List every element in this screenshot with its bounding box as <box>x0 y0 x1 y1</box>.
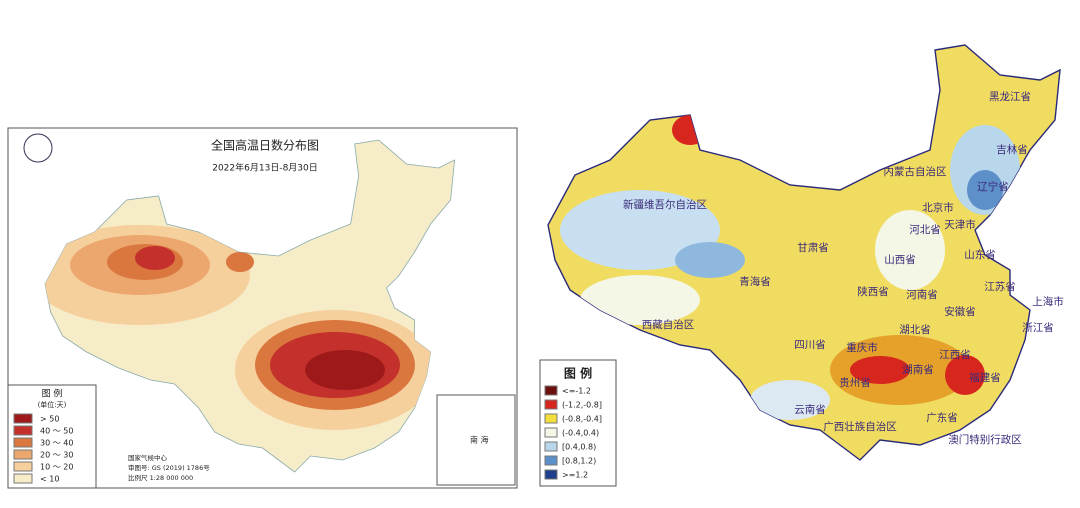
legend-label: <=-1.2 <box>562 387 591 396</box>
left-map: 全国高温日数分布图 2022年6月13日-8月30日 图 例 (单位:天) > … <box>7 127 518 489</box>
legend-label: 30 ～ 40 <box>40 439 73 448</box>
province-label: 上海市 <box>1032 295 1064 308</box>
legend-items: <=-1.2 (-1.2,-0.8] (-0.8,-0.4] (-0.4,0.4) [0… <box>544 385 602 480</box>
legend-title: 图 例 <box>42 388 63 400</box>
province-label: 新疆维吾尔自治区 <box>623 198 707 211</box>
legend-label: [0.8,1.2) <box>562 457 596 466</box>
credit: 审图号: GS (2019) 1786号 <box>128 463 210 472</box>
legend-swatch <box>544 441 558 452</box>
left-subtitle: 2022年6月13日-8月30日 <box>212 162 318 174</box>
legend-label: 20 ～ 30 <box>40 451 73 460</box>
credit: 国家气候中心 <box>128 453 168 462</box>
legend-label: (-0.8,-0.4] <box>562 415 602 424</box>
province-label: 广西壮族自治区 <box>823 420 897 433</box>
province-label: 贵州省 <box>839 376 871 389</box>
legend-label: [0.4,0.8) <box>562 443 596 452</box>
province-label: 江苏省 <box>984 280 1016 293</box>
legend-title: 图 例 <box>564 366 592 381</box>
legend-swatch <box>544 413 558 424</box>
province-label: 澳门特别行政区 <box>948 433 1022 446</box>
inset <box>436 394 516 486</box>
province-label: 安徽省 <box>944 305 976 318</box>
credit: 比例尺 1:28 000 000 <box>128 473 193 482</box>
province-label: 北京市 <box>922 201 954 214</box>
legend-swatch <box>544 427 558 438</box>
heat-areas <box>45 225 435 430</box>
legend-label: (-1.2,-0.8] <box>562 401 602 410</box>
province-label: 天津市 <box>944 218 976 231</box>
legend-label: 40 ～ 50 <box>40 427 73 436</box>
province-label: 西藏自治区 <box>642 318 695 331</box>
legend-label: >=1.2 <box>562 471 588 480</box>
province-label: 河北省 <box>909 223 941 236</box>
province-label: 云南省 <box>794 403 826 416</box>
legend-items: > 50 40 ～ 50 30 ～ 40 20 ～ 30 10 ～ 20 < 10 <box>13 413 73 484</box>
logo <box>23 133 53 163</box>
legend-swatch <box>544 469 558 480</box>
province-label: 四川省 <box>794 338 826 351</box>
left-title: 全国高温日数分布图 <box>211 138 319 153</box>
province-label: 浙江省 <box>1022 321 1054 334</box>
right-map: 图 例 <=-1.2 (-1.2,-0.8] (-0.8,-0.4] (-0.4,0.… <box>539 44 1064 487</box>
province-label: 江西省 <box>939 348 971 361</box>
province-label: 福建省 <box>969 371 1001 384</box>
province-label: 湖北省 <box>899 323 931 336</box>
province-label: 青海省 <box>739 275 771 288</box>
province-label: 广东省 <box>926 411 958 424</box>
province-label: 辽宁省 <box>977 180 1009 193</box>
legend-swatch <box>13 425 33 436</box>
inset-label: 南 海 <box>470 435 489 445</box>
legend-swatch <box>13 437 33 448</box>
province-label: 湖南省 <box>902 363 934 376</box>
legend-label: < 10 <box>40 475 59 484</box>
legend-label: > 50 <box>40 415 59 424</box>
province-label: 吉林省 <box>996 143 1028 156</box>
province-label: 重庆市 <box>846 341 878 354</box>
legend-swatch <box>13 461 33 472</box>
province-label: 黑龙江省 <box>989 90 1031 103</box>
legend-swatch <box>544 399 558 410</box>
legend-label: 10 ～ 20 <box>40 463 73 472</box>
legend-swatch <box>544 385 558 396</box>
province-label: 陕西省 <box>857 285 889 298</box>
index-areas <box>560 115 1020 420</box>
province-label: 河南省 <box>906 288 938 301</box>
legend-swatch <box>13 449 33 460</box>
legend-swatch <box>13 413 33 424</box>
province-label: 甘肃省 <box>797 241 829 254</box>
legend-swatch <box>544 455 558 466</box>
province-label: 山东省 <box>964 248 996 261</box>
legend-label: (-0.4,0.4) <box>562 429 599 438</box>
legend-unit: (单位:天) <box>38 400 67 409</box>
legend-swatch <box>13 473 33 484</box>
province-label: 山西省 <box>884 253 916 266</box>
province-label: 内蒙古自治区 <box>884 165 947 178</box>
